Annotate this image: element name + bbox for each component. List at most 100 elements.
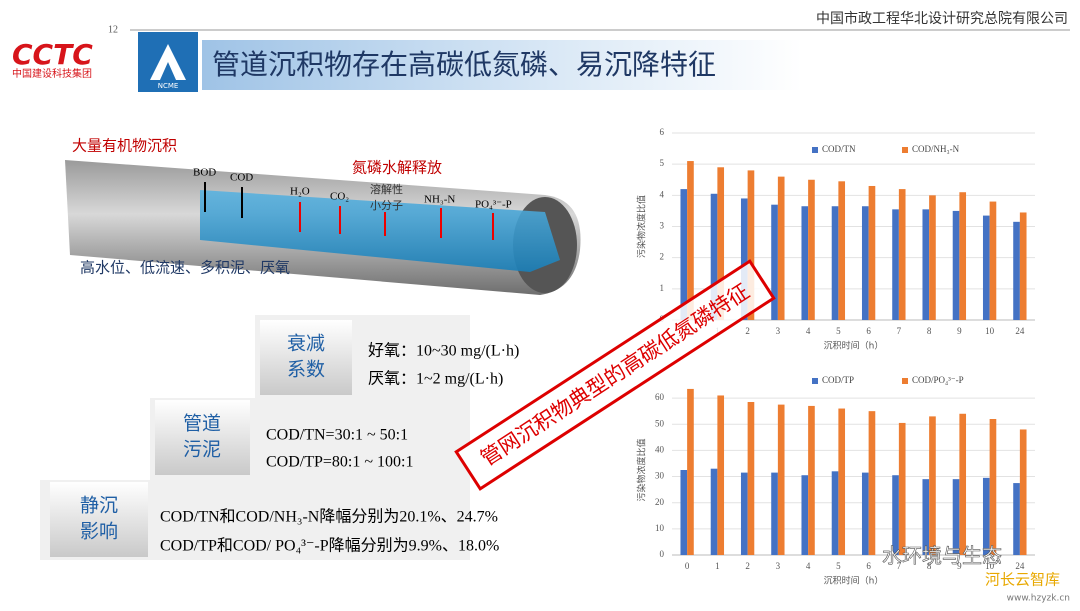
- step-line: COD/TN=30:1 ~ 50:1: [266, 427, 408, 444]
- legend-label: COD/TP: [822, 375, 854, 385]
- bar: [831, 206, 839, 320]
- bar: [808, 405, 815, 555]
- bar: [777, 176, 785, 320]
- ncme-mark: [150, 44, 186, 80]
- legend-label: COD/NH₃-N: [912, 144, 960, 154]
- step-line: 厌氧：1~2 mg/(L·h): [368, 370, 503, 388]
- bar: [687, 161, 694, 320]
- x-tick-label: 7: [897, 561, 902, 571]
- x-axis-title: 沉积时间（h）: [824, 340, 884, 352]
- bar: [801, 475, 809, 555]
- y-tick-label: 40: [655, 444, 665, 454]
- legend-swatch: [902, 147, 908, 153]
- bar: [982, 215, 990, 320]
- bar: [1013, 483, 1020, 555]
- watermark-site: 河长云智库: [985, 571, 1060, 589]
- y-axis-title: 污染物浓度比值: [636, 195, 648, 258]
- up-label: NH₃-N: [424, 194, 455, 206]
- bar: [952, 210, 960, 320]
- bar: [959, 413, 967, 555]
- watermark-url: www.hzyzk.cn: [1007, 594, 1070, 604]
- step-line: COD/TP和COD/ PO₄³⁻-P降幅分别为9.9%、18.0%: [160, 537, 499, 555]
- bar: [710, 468, 718, 555]
- legend-swatch: [812, 378, 818, 384]
- logo-sub: 中国建设科技集团: [12, 67, 92, 80]
- bar: [922, 209, 930, 320]
- y-tick-label: 5: [660, 158, 665, 168]
- down-label: BOD: [193, 167, 216, 179]
- y-tick-label: 20: [655, 497, 665, 507]
- x-tick-label: 10: [985, 561, 995, 571]
- title-bar: [202, 40, 802, 90]
- bar: [929, 416, 936, 555]
- x-tick-label: 7: [897, 326, 902, 336]
- bar: [989, 419, 997, 555]
- y-tick-label: 2: [660, 252, 665, 262]
- bar: [929, 195, 936, 320]
- step-label: 管道: [183, 413, 221, 435]
- water: [200, 190, 560, 272]
- y-tick-label: 50: [655, 418, 665, 428]
- x-tick-label: 10: [985, 326, 995, 336]
- x-tick-label: 24: [1015, 326, 1025, 336]
- up-label: CO₂: [330, 191, 349, 203]
- legend-label: COD/PO₄³⁻-P: [912, 375, 964, 385]
- up-label: PO₄³⁻-P: [475, 199, 512, 211]
- conditions: 高水位、低流速、多积泥、厌氧: [80, 259, 290, 277]
- bar: [717, 395, 725, 555]
- x-tick-label: 2: [745, 561, 750, 571]
- bar: [771, 204, 778, 320]
- step-label: 衰减: [287, 333, 325, 355]
- x-tick-label: 5: [836, 561, 841, 571]
- bar: [1019, 212, 1027, 320]
- bar: [892, 209, 899, 320]
- bar: [898, 422, 906, 555]
- up-arrows: [299, 202, 494, 240]
- down-label: COD: [230, 172, 253, 184]
- step-line: 好氧：10~30 mg/(L·h): [368, 342, 519, 360]
- bar: [740, 472, 748, 555]
- step-line: COD/TP=80:1 ~ 100:1: [266, 454, 413, 471]
- stamp-text: 管网沉积物典型的高碳低氮磷特征: [476, 279, 753, 471]
- y-tick-label: 60: [655, 392, 665, 402]
- release: 氮磷水解释放: [352, 159, 442, 177]
- stamp-border: [454, 259, 776, 491]
- x-tick-label: 4: [806, 326, 811, 336]
- bar: [952, 479, 960, 555]
- x-tick-label: 3: [776, 326, 781, 336]
- x-tick-label: 3: [776, 561, 781, 571]
- bar: [680, 189, 688, 320]
- ncme-text: NCME: [158, 82, 179, 90]
- step-label: 静沉: [80, 495, 118, 517]
- bar: [747, 170, 755, 320]
- bar: [892, 475, 899, 555]
- bar: [1013, 221, 1020, 320]
- bar: [801, 206, 809, 320]
- page-number: 12: [108, 24, 118, 35]
- bar: [740, 198, 748, 320]
- y-tick-label: 0: [660, 549, 665, 559]
- y-axis-title: 污染物浓度比值: [636, 438, 648, 501]
- x-tick-label: 8: [927, 561, 932, 571]
- x-tick-label: 9: [957, 561, 962, 571]
- x-tick-label: 2: [745, 326, 750, 336]
- bar: [838, 181, 846, 320]
- step-box: [260, 320, 352, 395]
- y-tick-label: 6: [660, 127, 665, 137]
- bar: [687, 388, 694, 555]
- bar: [898, 189, 906, 320]
- watermark: 水环境与生态: [882, 544, 1002, 568]
- x-tick-label: 8: [927, 326, 932, 336]
- bar: [680, 470, 688, 555]
- company: 中国市政工程华北设计研究总院有限公司: [816, 10, 1068, 27]
- x-tick-label: 4: [806, 561, 811, 571]
- y-tick-label: 1: [660, 283, 665, 293]
- bar: [831, 471, 839, 555]
- bar: [808, 179, 815, 320]
- legend-label: COD/TN: [822, 144, 856, 154]
- y-tick-label: 30: [655, 471, 665, 481]
- bar: [861, 472, 869, 555]
- step-label: 系数: [287, 359, 325, 381]
- x-tick-label: 1: [715, 561, 720, 571]
